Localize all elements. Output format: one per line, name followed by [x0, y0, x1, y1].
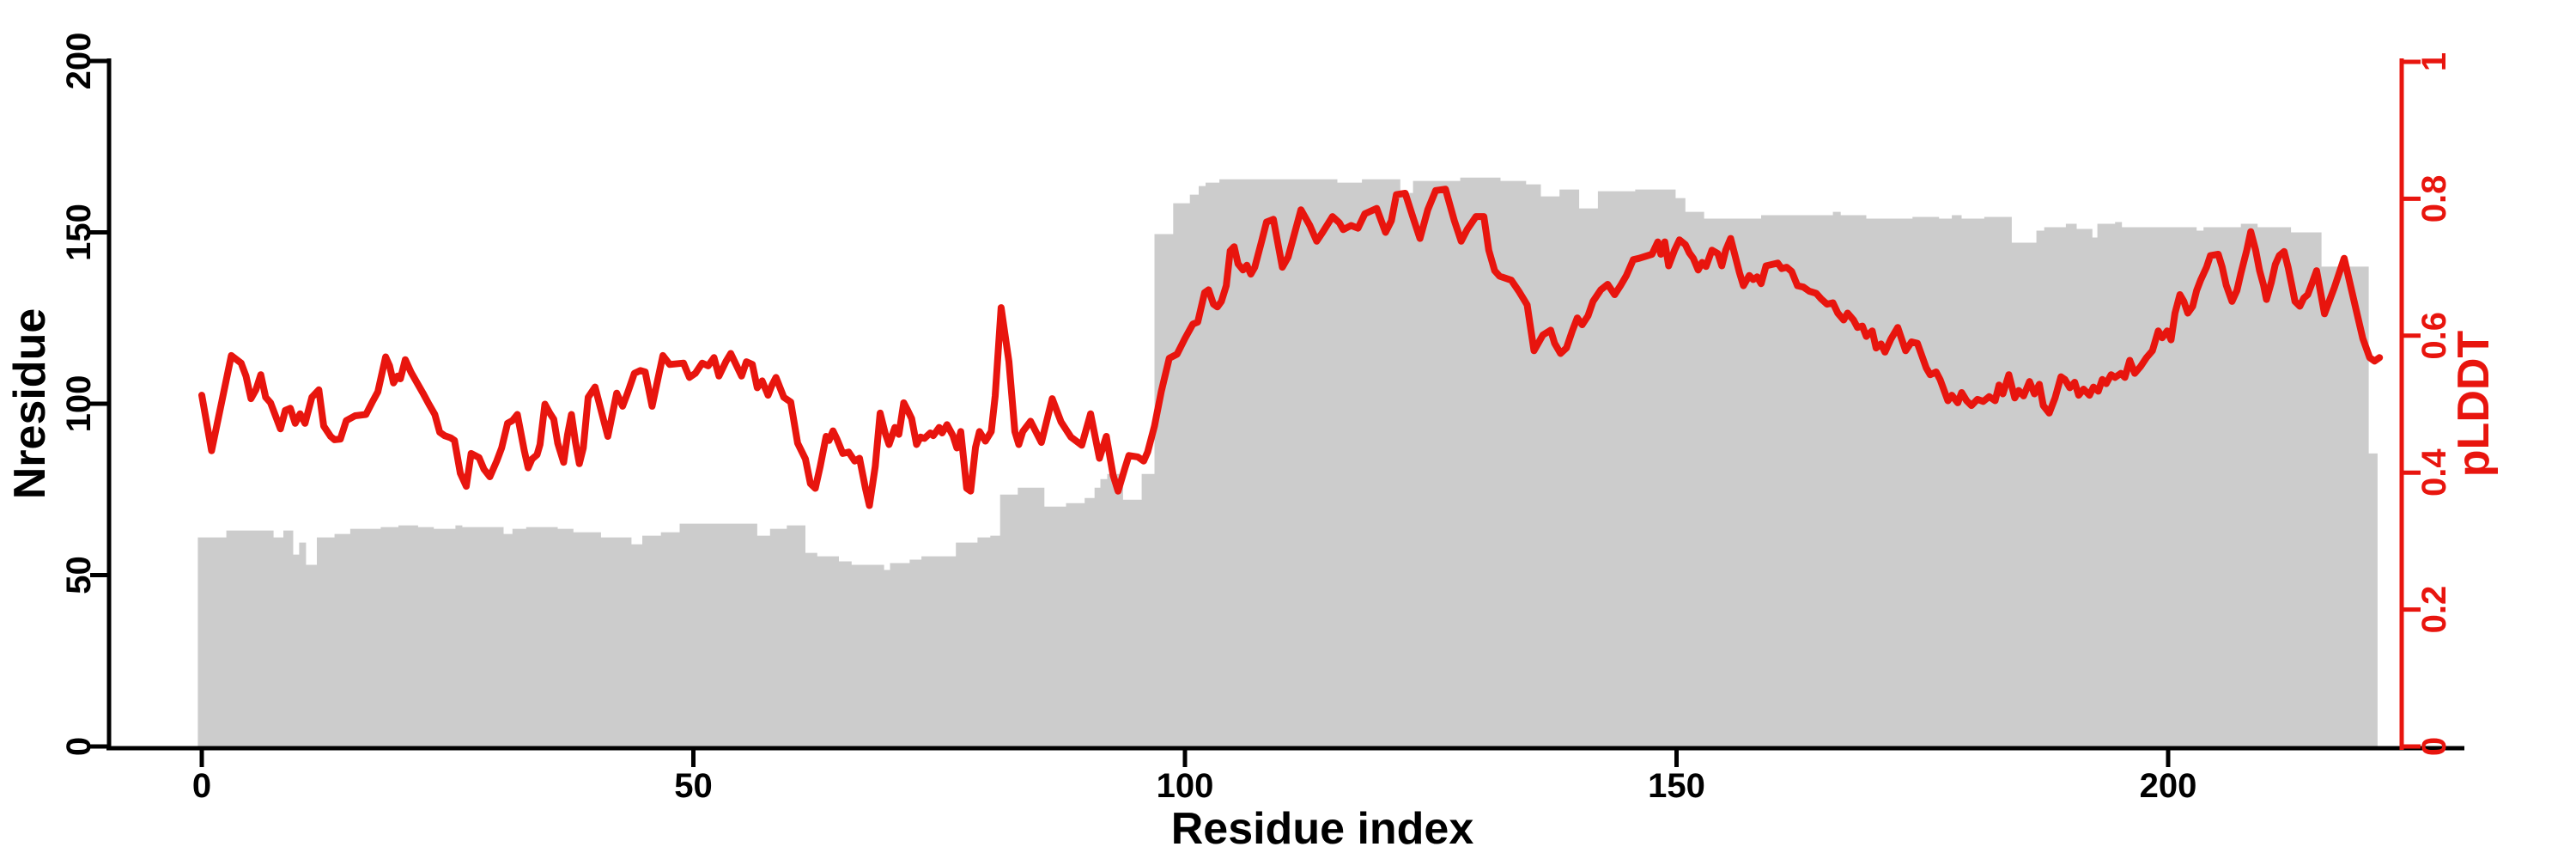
- x-axis-tick-label: 50: [674, 767, 713, 805]
- right-axis-tick-label: 0: [2415, 737, 2453, 756]
- plddt-line-series: [198, 186, 2384, 509]
- axes: 0 50 100 150 200 0 50 100 150 200 0 0.2 0.4 0.6 0.8 1: [60, 33, 2464, 805]
- left-axis-tick-label: 100: [60, 375, 98, 433]
- right-axis-tick-label: 0.4: [2415, 448, 2453, 497]
- nresidue-area-series: [197, 177, 2378, 746]
- left-axis-tick-label: 150: [60, 204, 98, 261]
- x-axis-tick-label: 200: [2140, 767, 2197, 805]
- right-axis-tick-label: 0.6: [2415, 312, 2453, 360]
- left-axis-tick-label: 200: [60, 33, 98, 90]
- right-axis-tick-label: 0.2: [2415, 586, 2453, 634]
- left-axis-tick-label: 50: [60, 556, 98, 594]
- right-axis-title: pLDDT: [2449, 331, 2499, 478]
- x-axis-tick-label: 0: [192, 767, 211, 805]
- x-axis-tick-label: 150: [1648, 767, 1705, 805]
- right-axis-tick-label: 0.8: [2415, 175, 2453, 223]
- left-axis-title: Nresidue: [5, 308, 55, 500]
- x-axis-title: Residue index: [1171, 804, 1474, 854]
- right-axis-tick-label: 1: [2415, 52, 2453, 71]
- x-axis-tick-label: 100: [1157, 767, 1214, 805]
- left-axis-tick-label: 0: [60, 737, 98, 756]
